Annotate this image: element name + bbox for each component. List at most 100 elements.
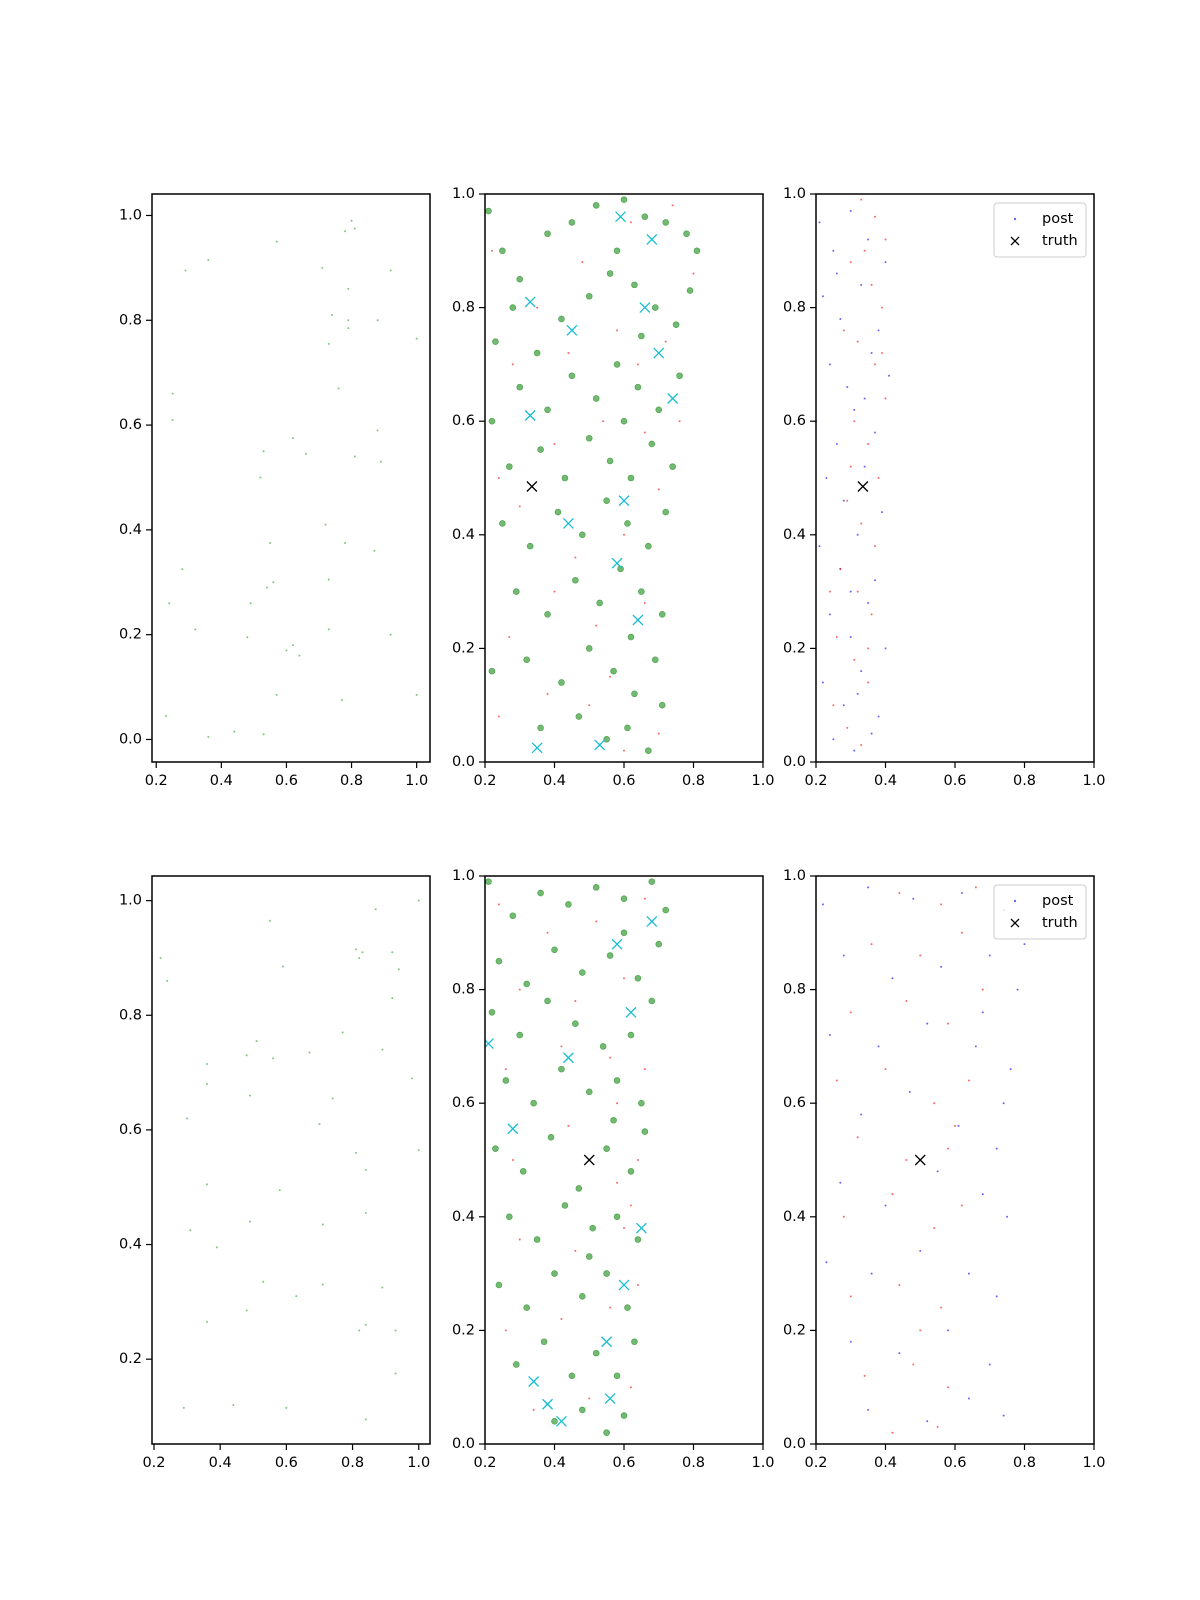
point [291, 644, 294, 647]
point [863, 249, 866, 252]
point [285, 1406, 288, 1409]
point [867, 886, 870, 889]
point [585, 645, 593, 652]
point [512, 1361, 520, 1368]
point [523, 1304, 531, 1311]
point [497, 477, 500, 479]
point [616, 1102, 619, 1105]
x-tick-label: 0.8 [682, 1455, 705, 1471]
point [331, 1097, 334, 1100]
point [818, 545, 821, 548]
point [613, 1213, 621, 1221]
x-tick-label: 0.8 [341, 1455, 364, 1471]
x-tick-label: 0.2 [473, 1455, 496, 1471]
point [536, 306, 539, 309]
point [662, 906, 670, 914]
point [262, 1280, 265, 1283]
point [912, 897, 915, 900]
point [551, 1270, 558, 1277]
point [940, 1306, 943, 1309]
point [578, 1406, 586, 1414]
point [849, 1340, 852, 1343]
point [603, 735, 610, 743]
point [509, 304, 517, 311]
point [860, 283, 863, 286]
point [842, 954, 845, 957]
point [364, 1418, 367, 1421]
point [676, 372, 683, 380]
point [544, 406, 551, 414]
point [248, 1220, 251, 1223]
y-tick-label: 0.8 [119, 1007, 142, 1023]
point [574, 999, 577, 1002]
y-tick-label: 0.4 [783, 1209, 806, 1225]
point [506, 1213, 513, 1221]
point [849, 636, 852, 639]
point [166, 979, 169, 982]
point [389, 269, 392, 272]
point [874, 579, 877, 582]
point [884, 261, 887, 264]
point [603, 497, 610, 505]
point [609, 1306, 612, 1309]
point [877, 715, 880, 718]
x-marker [618, 1279, 630, 1291]
point [846, 726, 849, 729]
point [620, 895, 628, 903]
point [898, 1352, 901, 1355]
point [275, 693, 278, 696]
point [565, 901, 572, 908]
point [526, 542, 534, 550]
x-tick-label: 0.2 [804, 773, 827, 789]
point [655, 406, 663, 414]
point [648, 440, 656, 448]
point [394, 1329, 397, 1332]
point [530, 1099, 537, 1107]
x-marker [618, 495, 630, 507]
x-tick-label: 0.6 [943, 773, 966, 789]
axes: 0.2 0.4 0.6 0.8 1.0 0.2 0.4 0.6 0.8 1.0 [119, 875, 431, 1471]
legend-marker [1010, 918, 1020, 928]
x-marker [583, 1154, 595, 1166]
point [867, 681, 870, 684]
x-marker [566, 324, 578, 336]
point [394, 1372, 397, 1375]
point [592, 884, 600, 891]
x-tick-label: 0.8 [1013, 1455, 1036, 1471]
point [205, 1320, 208, 1323]
point [282, 965, 285, 968]
point [532, 1408, 535, 1411]
y-tick-label: 0.4 [452, 527, 475, 543]
point [863, 465, 866, 468]
point [354, 1151, 357, 1154]
point [832, 704, 835, 707]
point [860, 670, 863, 673]
point [581, 261, 584, 264]
point [516, 383, 524, 391]
y-tick-label: 1.0 [783, 186, 806, 202]
point [919, 954, 922, 957]
point [616, 329, 619, 332]
point [863, 1374, 866, 1377]
point [853, 420, 856, 423]
point [849, 465, 852, 468]
point [884, 397, 887, 400]
point [558, 679, 565, 686]
point [645, 747, 652, 754]
point [269, 541, 272, 544]
point [884, 238, 887, 241]
x-marker [528, 1376, 540, 1387]
x-marker [562, 517, 574, 529]
x-tick-label: 1.0 [1082, 1455, 1105, 1471]
point [839, 1181, 842, 1184]
point [867, 601, 870, 604]
point [947, 1147, 950, 1150]
point [981, 1193, 984, 1196]
point [692, 272, 695, 275]
point [627, 1168, 635, 1175]
point [506, 463, 513, 470]
x-marker [507, 1123, 519, 1135]
y-tick-label: 0.2 [452, 1322, 475, 1338]
point [818, 221, 821, 224]
